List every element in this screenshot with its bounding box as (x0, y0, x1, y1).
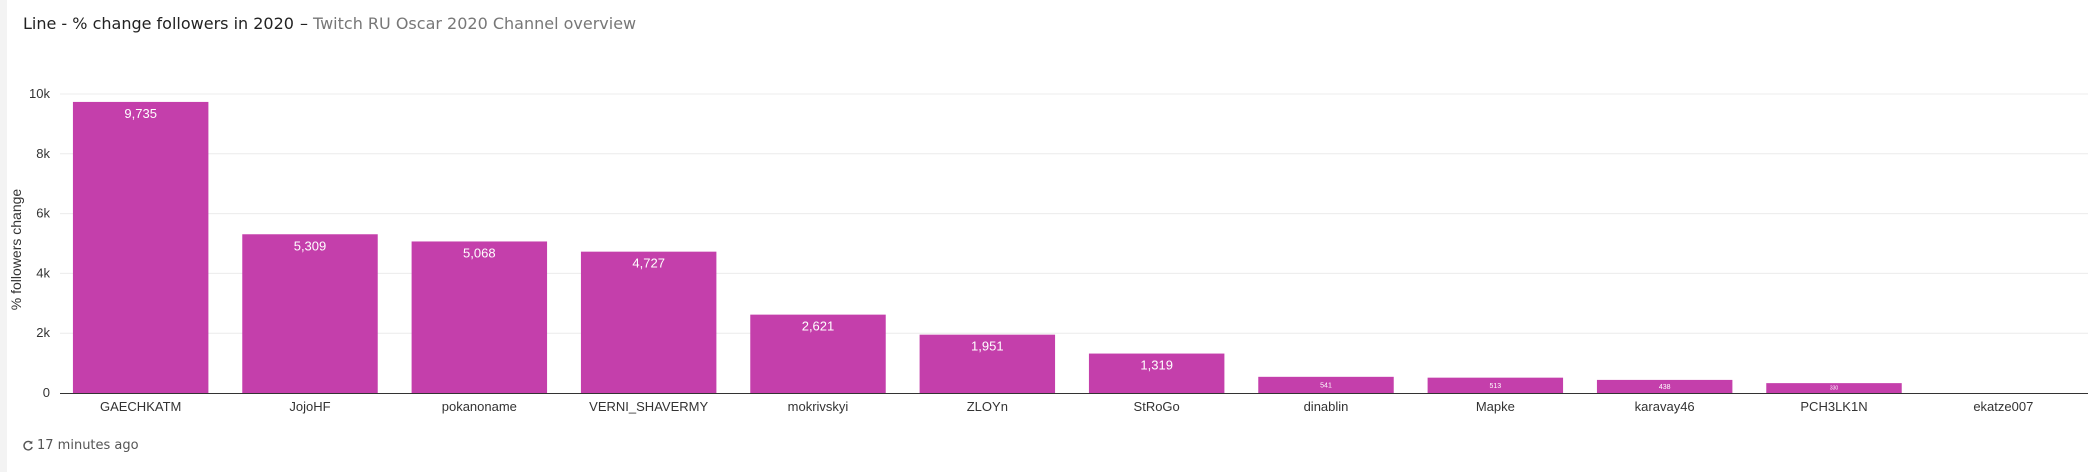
x-tick-label: Mapke (1476, 399, 1515, 414)
x-tick-label: ZLOYn (967, 399, 1008, 414)
data-label: 5,068 (463, 245, 496, 260)
title-separator: – (299, 14, 308, 33)
card-header: Line - % change followers in 2020– Twitch… (23, 14, 636, 33)
x-tick-label: JojoHF (289, 399, 330, 414)
data-label: 5,309 (294, 238, 327, 253)
bar[interactable] (1596, 379, 1733, 393)
last-updated: 17 minutes ago (22, 438, 139, 453)
data-label: 4,727 (632, 256, 665, 271)
last-updated-text: 17 minutes ago (37, 438, 139, 453)
bar[interactable] (750, 314, 886, 393)
bar[interactable] (580, 251, 717, 393)
bar[interactable] (919, 334, 1056, 393)
data-label: 438 (1659, 384, 1671, 391)
left-rail (0, 0, 7, 472)
x-tick-label: mokrivskyi (788, 399, 849, 414)
bar[interactable] (411, 241, 548, 393)
data-label: 1,951 (971, 339, 1004, 354)
x-tick-label: PCH3LK1N (1800, 399, 1867, 414)
x-tick-label: pokanoname (442, 399, 517, 414)
bar[interactable] (1088, 353, 1225, 393)
x-tick-label: GAECHKATM (100, 399, 181, 414)
y-tick-label: 6k (36, 206, 50, 221)
bar[interactable] (1258, 376, 1394, 393)
data-label: 541 (1320, 382, 1332, 389)
y-tick-label: 10k (29, 86, 50, 101)
bar[interactable] (242, 234, 378, 393)
y-tick-label: 4k (36, 265, 50, 280)
y-tick-label: 2k (36, 325, 50, 340)
x-tick-label: karavay46 (1635, 399, 1695, 414)
y-tick-label: 0 (43, 385, 50, 400)
y-axis-title: % followers change (8, 189, 24, 311)
data-label: 513 (1489, 383, 1501, 390)
data-label: 330 (1830, 386, 1839, 392)
bar[interactable] (1427, 377, 1564, 393)
bar-chart: 0 2k 4k 6k 8k 10k % followers change 9,735 GAECH… (8, 86, 2088, 414)
data-label: 2,621 (802, 319, 835, 334)
dashboard-subtitle[interactable]: Twitch RU Oscar 2020 Channel overview (312, 14, 637, 33)
data-label: 1,319 (1140, 358, 1173, 373)
bar[interactable] (72, 101, 209, 394)
refresh-icon[interactable] (22, 440, 34, 452)
x-tick-label: VERNI_SHAVERMY (589, 399, 708, 414)
y-tick-label: 8k (36, 146, 50, 161)
x-tick-label: ekatze007 (1973, 399, 2033, 414)
x-tick-label: StRoGo (1134, 399, 1180, 414)
chart-title[interactable]: Line - % change followers in 2020 (23, 14, 294, 33)
x-tick-label: dinablin (1304, 399, 1349, 414)
data-label: 9,735 (124, 106, 157, 121)
bar[interactable] (1766, 383, 1902, 393)
